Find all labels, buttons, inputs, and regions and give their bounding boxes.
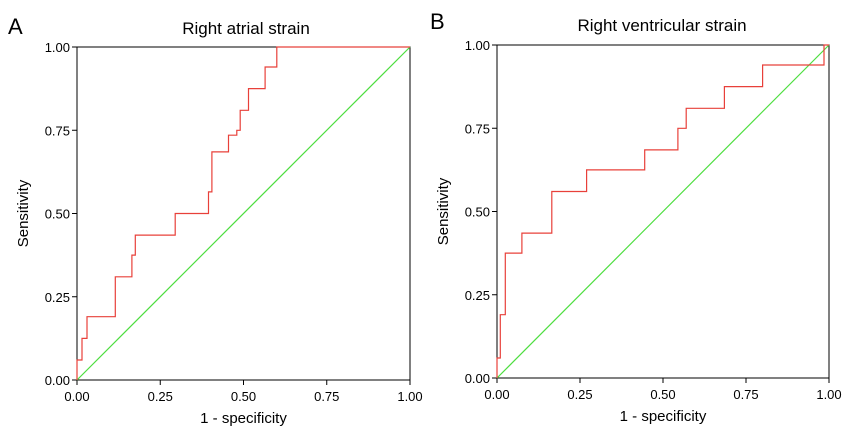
y-tick-label: 0.25 <box>45 290 70 305</box>
x-tick-label: 0.75 <box>733 387 758 402</box>
y-tick-label: 0.00 <box>465 371 490 386</box>
panel-letter: A <box>8 14 23 39</box>
y-tick-label: 0.75 <box>465 121 490 136</box>
chart-title: Right ventricular strain <box>577 16 746 35</box>
x-axis-label: 1 - specificity <box>620 408 707 425</box>
x-tick-label: 0.00 <box>484 387 509 402</box>
x-axis-label: 1 - specificity <box>200 410 287 427</box>
y-tick-label: 1.00 <box>465 38 490 53</box>
chart-panel-a: A Right atrial strain 0.00 0.25 0.50 0.75 1.00… <box>8 14 423 427</box>
roc-curve-line <box>76 46 410 380</box>
x-tick-label: 1.00 <box>816 387 841 402</box>
y-tick-label: 0.25 <box>465 288 490 303</box>
y-tick-label: 0.50 <box>465 205 490 220</box>
x-tick-label: 0.25 <box>567 387 592 402</box>
panel-letter: B <box>430 9 445 34</box>
x-tick-label: 0.00 <box>64 389 89 404</box>
chart-title: Right atrial strain <box>182 19 310 38</box>
x-tick-label: 1.00 <box>397 389 422 404</box>
y-tick-label: 0.50 <box>45 207 70 222</box>
y-tick-label: 0.00 <box>45 373 70 388</box>
x-tick-label: 0.25 <box>148 389 173 404</box>
reference-diagonal-line <box>496 44 830 379</box>
y-axis-label: Sensitivity <box>435 177 452 245</box>
x-tick-label: 0.50 <box>650 387 675 402</box>
chart-panel-b: B Right ventricular strain 0.00 0.25 0.50 0.7… <box>430 9 842 425</box>
roc-curve-line <box>496 44 829 378</box>
x-tick-label: 0.50 <box>231 389 256 404</box>
reference-diagonal-line <box>76 46 411 381</box>
x-tick-label: 0.75 <box>314 389 339 404</box>
y-tick-label: 1.00 <box>45 40 70 55</box>
y-tick-label: 0.75 <box>45 123 70 138</box>
y-axis-label: Sensitivity <box>15 179 32 247</box>
